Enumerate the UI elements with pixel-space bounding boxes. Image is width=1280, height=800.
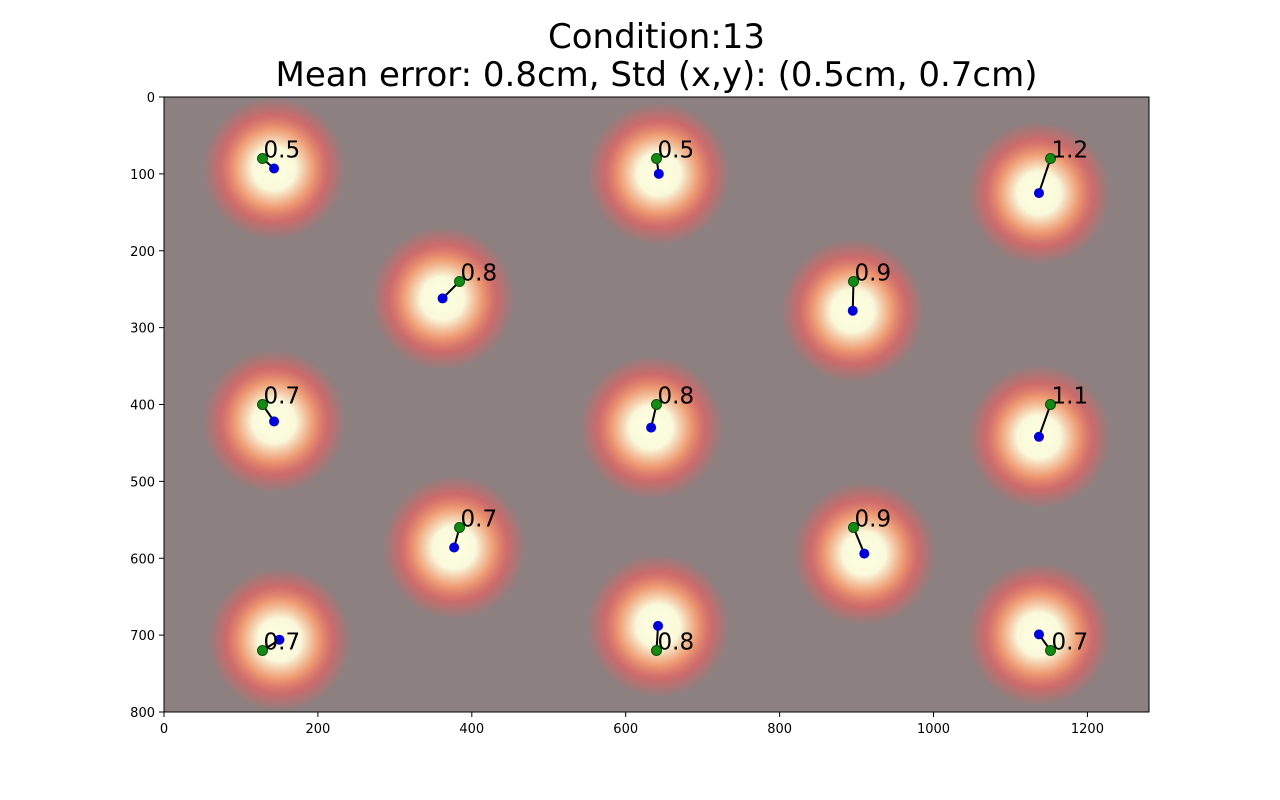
y-tick-label: 500 [130, 475, 155, 490]
error-label: 0.7 [1052, 630, 1089, 656]
gaze-point [859, 548, 870, 559]
gaze-point [269, 163, 280, 174]
error-label: 0.5 [264, 138, 301, 164]
x-tick-label: 600 [613, 722, 638, 737]
error-label: 0.7 [264, 630, 301, 656]
target-point [257, 153, 268, 164]
gaze-point [274, 634, 285, 645]
y-tick-label: 600 [130, 552, 155, 567]
error-line [1038, 404, 1052, 438]
target-point [454, 522, 465, 533]
target-point [1045, 153, 1056, 164]
target-point [848, 276, 859, 287]
y-tick-label: 100 [130, 168, 155, 183]
x-tick-label: 1200 [1071, 722, 1104, 737]
chart-subtitle: Mean error: 0.8cm, Std (x,y): (0.5cm, 0.… [275, 55, 1038, 95]
gaze-point [437, 293, 448, 304]
chart-title: Condition:13 [548, 17, 765, 57]
target-point [848, 522, 859, 533]
y-tick-label: 800 [130, 706, 155, 721]
gaze-point [646, 422, 657, 433]
error-line [1038, 158, 1052, 194]
error-label: 0.9 [855, 261, 892, 287]
error-label: 0.7 [264, 384, 301, 410]
x-tick-label: 0 [160, 722, 168, 737]
x-tick-label: 800 [767, 722, 792, 737]
error-label: 1.2 [1052, 138, 1089, 164]
axes: 0 200 400 600 800 1000 1200 0 100 200 300 400 500 600… [130, 91, 1150, 737]
plot-area: 0.5 0.5 1.2 0.8 0.9 0.7 0.8 1.1 0.7 0.9 0.7 0.8 0.7 [164, 97, 1149, 712]
x-tick-label: 1000 [917, 722, 950, 737]
target-point [257, 645, 268, 656]
error-label: 0.5 [658, 138, 695, 164]
error-label: 1.1 [1052, 384, 1089, 410]
error-label: 0.8 [658, 630, 695, 656]
target-point [651, 399, 662, 410]
gaze-point [269, 416, 280, 427]
x-tick-label: 200 [305, 722, 330, 737]
target-point [1045, 645, 1056, 656]
error-label: 0.8 [461, 261, 498, 287]
error-label: 0.9 [855, 507, 892, 533]
y-tick-label: 400 [130, 399, 155, 414]
target-point [651, 153, 662, 164]
target-point [257, 399, 268, 410]
x-tick-label: 400 [459, 722, 484, 737]
gaze-point [1033, 188, 1044, 199]
error-label: 0.8 [658, 384, 695, 410]
gaze-point [1033, 629, 1044, 640]
gaze-point [847, 305, 858, 316]
gaze-point [653, 168, 664, 179]
y-tick-label: 700 [130, 629, 155, 644]
y-tick-label: 300 [130, 322, 155, 337]
target-point [1045, 399, 1056, 410]
error-label: 0.7 [461, 507, 498, 533]
target-point [651, 645, 662, 656]
gaze-point [1033, 431, 1044, 442]
target-point [454, 276, 465, 287]
y-tick-label: 200 [130, 245, 155, 260]
y-tick-label: 0 [147, 91, 155, 106]
gaze-point [449, 542, 460, 553]
gaze-point [653, 620, 664, 631]
